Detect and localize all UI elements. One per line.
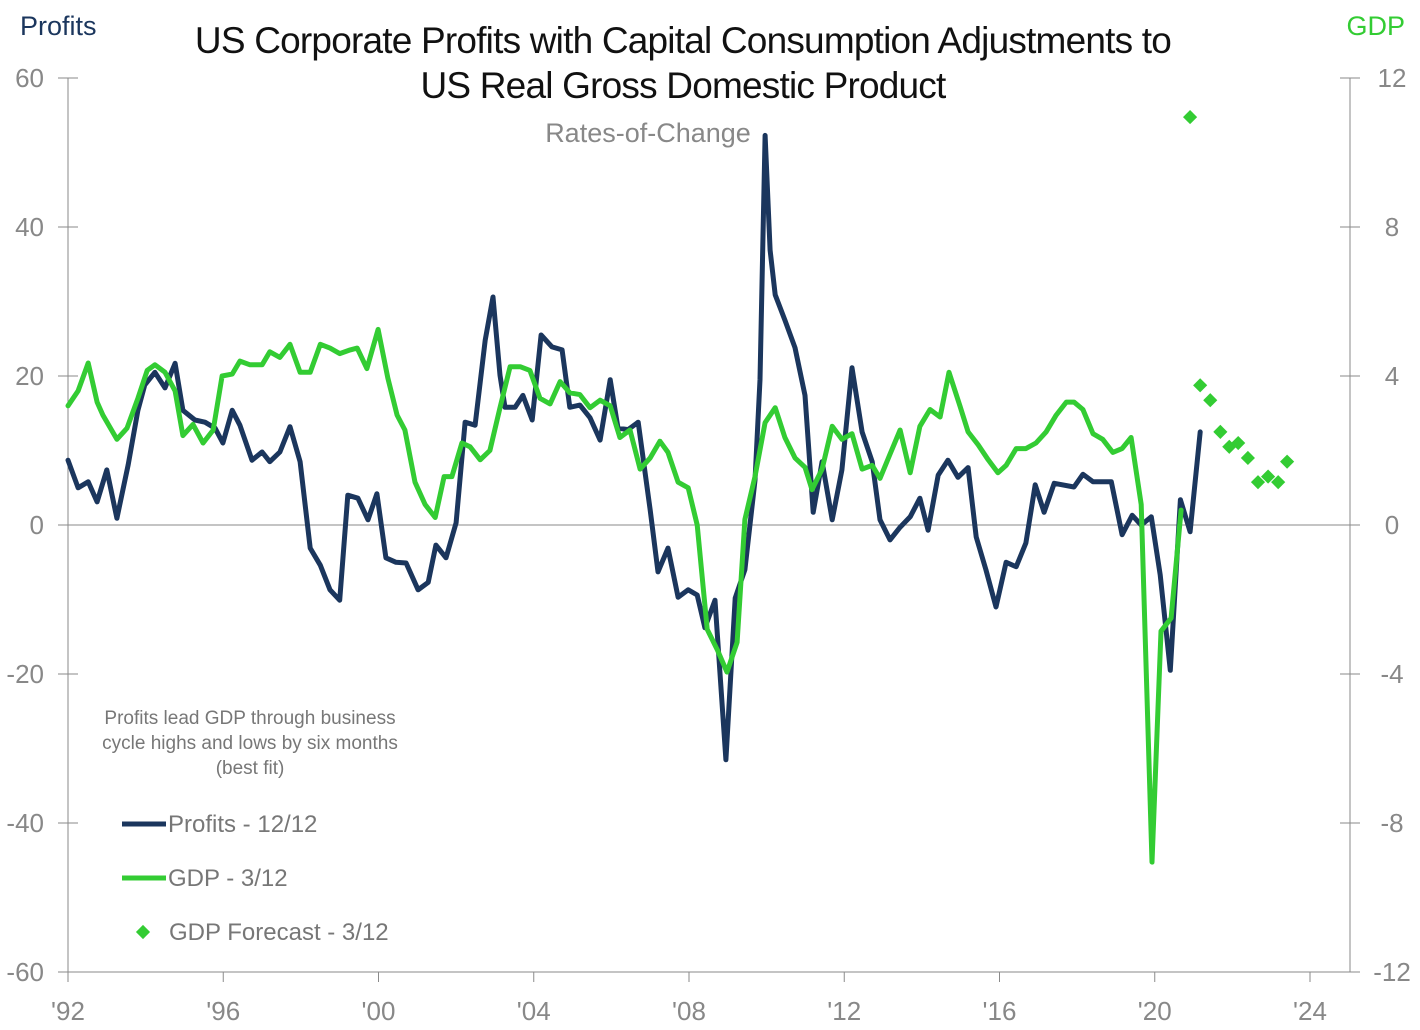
annotation-line-1: Profits lead GDP through business [104, 708, 395, 729]
right-tick-label: -8 [1380, 808, 1403, 838]
gdp-forecast-point [1231, 435, 1246, 451]
gdp-forecast-point [1203, 393, 1218, 408]
x-tick-label: '16 [983, 996, 1017, 1026]
right-tick-label: -12 [1373, 957, 1411, 987]
x-tick-label: '96 [206, 996, 240, 1026]
chart-subtitle: Rates-of-Change [545, 118, 751, 148]
gdp-forecast-point [1193, 378, 1208, 393]
right-tick-label: 0 [1385, 510, 1399, 540]
right-tick-label: 12 [1378, 63, 1407, 93]
gdp-forecast-point [1280, 454, 1295, 469]
gdp-forecast-point [1271, 475, 1286, 490]
left-axis-label: Profits [20, 11, 97, 41]
chart-title-line-2: US Real Gross Domestic Product [420, 65, 947, 106]
x-tick-label: '00 [362, 996, 396, 1026]
annotation-line-2: cycle highs and lows by six months [102, 733, 398, 754]
legend-forecast-label: GDP Forecast - 3/12 [169, 919, 389, 946]
annotation: Profits lead GDP through business cycle … [102, 708, 398, 779]
legend-forecast-swatch [135, 924, 151, 940]
legend-profits-label: Profits - 12/12 [168, 811, 317, 838]
gdp-line [65, 326, 1184, 865]
gdp-forecast-point [1240, 450, 1255, 466]
gdp-forecast-point [1250, 475, 1266, 490]
left-tick-label: 60 [15, 63, 44, 93]
right-tick-label: 4 [1385, 361, 1399, 391]
left-tick-label: -60 [6, 957, 44, 987]
x-tick-label: '12 [827, 996, 861, 1026]
right-tick-label: 8 [1385, 212, 1399, 242]
gdp-forecast-point [1182, 110, 1198, 125]
right-axis-label: GDP [1346, 11, 1405, 41]
gdp-forecast-point [1213, 424, 1228, 439]
x-tick-label: '20 [1138, 996, 1172, 1026]
left-tick-label: 0 [30, 510, 44, 540]
series-layer [65, 110, 1295, 865]
legend: Profits - 12/12 GDP - 3/12 GDP Forecast … [122, 811, 389, 946]
x-tick-label: '92 [51, 996, 85, 1026]
gdp-forecast-point [1261, 469, 1276, 484]
left-tick-label: -20 [6, 659, 44, 689]
x-tick-label: '04 [517, 996, 551, 1026]
chart-title-line-1: US Corporate Profits with Capital Consum… [195, 20, 1171, 61]
left-tick-label: 40 [15, 212, 44, 242]
x-tick-label: '08 [672, 996, 706, 1026]
axes: 6040200-20-40-6012840-4-8-12'92'96'00'04… [6, 63, 1410, 1026]
annotation-line-3: (best fit) [216, 758, 285, 779]
left-tick-label: -40 [6, 808, 44, 838]
x-tick-label: '24 [1293, 996, 1327, 1026]
right-tick-label: -4 [1380, 659, 1403, 689]
legend-gdp-label: GDP - 3/12 [168, 865, 288, 892]
left-tick-label: 20 [15, 361, 44, 391]
